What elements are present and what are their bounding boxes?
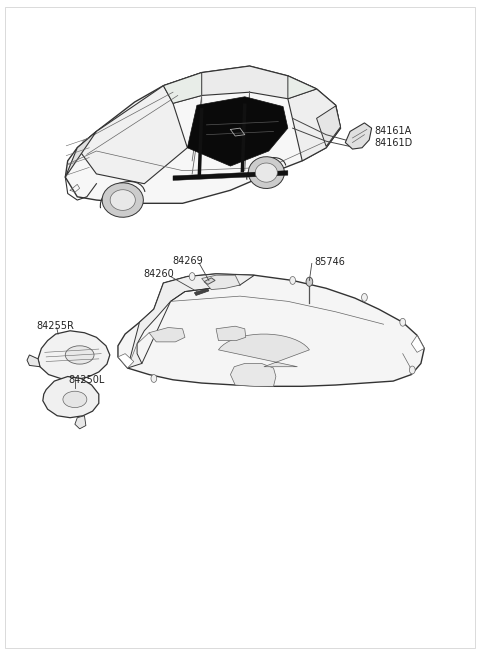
- Polygon shape: [163, 73, 202, 103]
- Polygon shape: [317, 106, 340, 147]
- Polygon shape: [65, 66, 340, 203]
- Polygon shape: [230, 364, 276, 386]
- Text: 85746: 85746: [314, 257, 345, 267]
- Circle shape: [400, 318, 406, 326]
- Polygon shape: [216, 326, 246, 341]
- Polygon shape: [38, 331, 110, 380]
- Text: 84161A: 84161A: [374, 126, 411, 136]
- Polygon shape: [218, 334, 310, 367]
- Circle shape: [306, 277, 313, 286]
- Polygon shape: [255, 163, 277, 182]
- Polygon shape: [43, 377, 99, 418]
- Polygon shape: [204, 278, 215, 284]
- Polygon shape: [110, 190, 135, 210]
- Circle shape: [189, 272, 195, 280]
- Polygon shape: [118, 354, 134, 368]
- Polygon shape: [202, 275, 240, 290]
- Circle shape: [290, 276, 296, 284]
- Polygon shape: [187, 97, 288, 166]
- Circle shape: [409, 366, 415, 374]
- Polygon shape: [27, 355, 40, 367]
- Polygon shape: [173, 171, 288, 180]
- Polygon shape: [411, 335, 424, 352]
- Ellipse shape: [65, 346, 94, 364]
- Polygon shape: [128, 274, 254, 368]
- Polygon shape: [194, 288, 209, 295]
- Polygon shape: [102, 183, 144, 217]
- Polygon shape: [163, 66, 317, 103]
- Polygon shape: [65, 132, 96, 177]
- Polygon shape: [149, 328, 185, 342]
- Polygon shape: [345, 123, 372, 149]
- Polygon shape: [77, 86, 187, 183]
- Text: 84260: 84260: [143, 269, 174, 279]
- Circle shape: [361, 293, 367, 301]
- Text: 84255R: 84255R: [36, 321, 74, 331]
- Ellipse shape: [63, 391, 87, 407]
- Text: 84250L: 84250L: [69, 375, 105, 384]
- Polygon shape: [288, 89, 340, 161]
- Circle shape: [151, 375, 157, 383]
- Text: 84161D: 84161D: [374, 138, 412, 147]
- Polygon shape: [118, 274, 424, 386]
- Text: 84269: 84269: [172, 256, 203, 266]
- Polygon shape: [248, 157, 285, 189]
- Polygon shape: [75, 416, 86, 429]
- Polygon shape: [288, 76, 317, 99]
